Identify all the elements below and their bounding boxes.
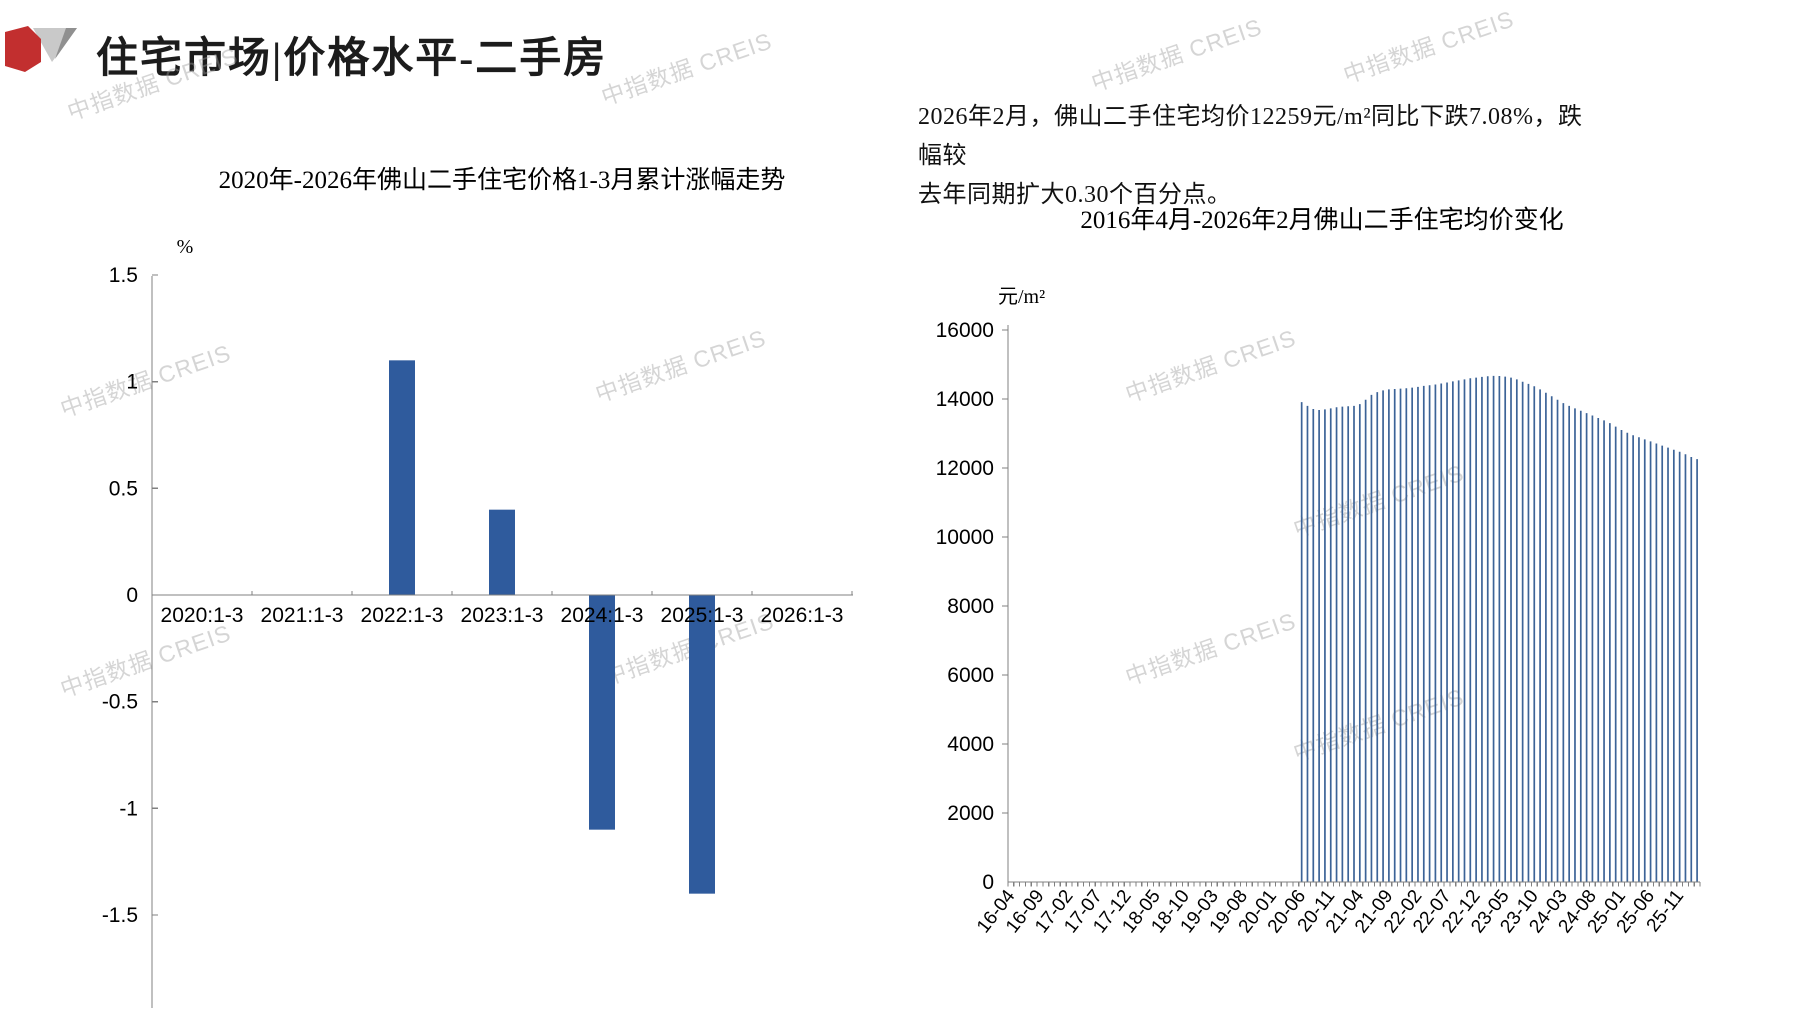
bar (589, 595, 615, 830)
left-y-tick-label: 1 (126, 371, 138, 394)
right-y-tick-label: 6000 (947, 664, 994, 687)
left-x-category-label: 2026:1-3 (761, 604, 844, 627)
left-x-category-label: 2025:1-3 (661, 604, 744, 627)
left-y-tick-label: -1 (119, 797, 138, 820)
left-chart-bars (389, 360, 715, 894)
right-y-tick-label: 8000 (947, 595, 994, 618)
commentary-line-2: 去年同期扩大0.30个百分点。 (918, 182, 1232, 208)
bar (389, 360, 415, 595)
left-chart-title: 2020年-2026年佛山二手住宅价格1-3月累计涨幅走势 (219, 166, 786, 194)
left-y-tick-label: 1.5 (109, 264, 138, 287)
left-y-tick-label: 0.5 (109, 477, 138, 500)
left-y-tick-label: -1.5 (102, 904, 138, 927)
bar (489, 509, 515, 595)
commentary-line-1: 2026年2月，佛山二手住宅均价12259元/m²同比下跌7.08%，跌幅较 (918, 104, 1583, 169)
right-chart-title: 2016年4月-2026年2月佛山二手住宅均价变化 (1080, 206, 1563, 234)
left-price-growth-chart: 2020年-2026年佛山二手住宅价格1-3月累计涨幅走势% 1.5 1 0.5 0 -0… (102, 166, 853, 1008)
creis-logo (5, 26, 77, 72)
right-y-tick-label: 2000 (947, 802, 994, 825)
right-y-tick-label: 4000 (947, 733, 994, 756)
left-x-category-label: 2023:1-3 (461, 604, 544, 627)
page-title: 住宅市场|价格水平-二手房 (96, 36, 608, 82)
right-y-tick-label: 12000 (936, 457, 994, 480)
commentary-text: 2026年2月，佛山二手住宅均价12259元/m²同比下跌7.08%，跌幅较 去… (918, 98, 1598, 215)
left-x-category-label: 2020:1-3 (161, 604, 244, 627)
logo-gray-dark-triangle (55, 28, 77, 59)
right-y-tick-label: 0 (982, 871, 994, 894)
left-chart-unit-label: % (177, 236, 194, 258)
right-y-tick-label: 10000 (936, 526, 994, 549)
left-x-category-label: 2024:1-3 (561, 604, 644, 627)
left-x-category-label: 2022:1-3 (361, 604, 444, 627)
right-y-tick-label: 14000 (936, 388, 994, 411)
logo-red-polygon (5, 26, 41, 72)
left-x-category-label: 2021:1-3 (261, 604, 344, 627)
right-chart-unit-label: 元/m² (998, 286, 1045, 308)
right-chart-bars (1300, 375, 1698, 882)
right-y-tick-label: 16000 (936, 319, 994, 342)
left-y-tick-label: -0.5 (102, 691, 138, 714)
bar (689, 595, 715, 894)
left-y-tick-label: 0 (126, 584, 138, 607)
